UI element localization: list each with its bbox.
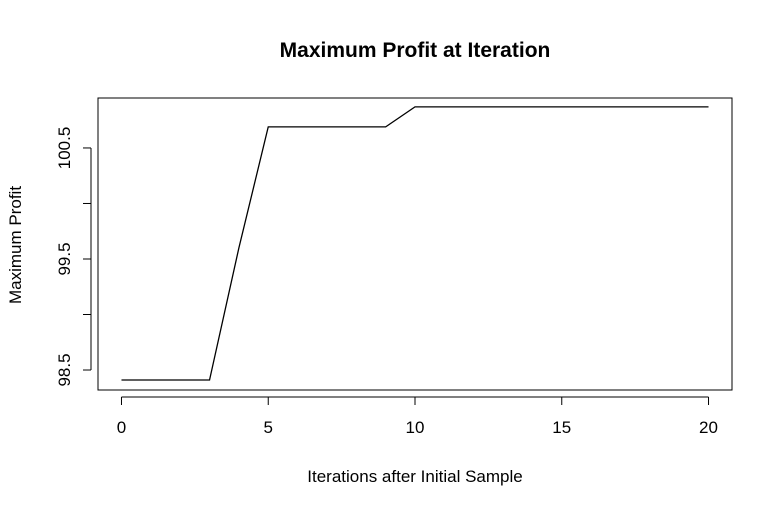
chart-title: Maximum Profit at Iteration <box>280 39 551 62</box>
series-line <box>121 106 709 381</box>
y-tick-label: 100.5 <box>55 127 74 170</box>
x-tick-label: 5 <box>264 418 273 437</box>
y-tick-label: 99.5 <box>55 242 74 275</box>
x-tick-label: 20 <box>699 418 718 437</box>
y-axis-label: Maximum Profit <box>6 186 25 304</box>
y-axis: 98.5 99.5 100.5 <box>55 127 92 387</box>
x-axis-label: Iterations after Initial Sample <box>307 467 522 486</box>
plot-frame <box>97 97 733 391</box>
x-tick-label: 10 <box>406 418 425 437</box>
y-tick-label: 98.5 <box>55 353 74 386</box>
x-tick-label: 15 <box>552 418 571 437</box>
x-axis: 0 5 10 15 20 <box>117 396 718 437</box>
x-tick-label: 0 <box>117 418 126 437</box>
series-layer <box>121 106 709 381</box>
